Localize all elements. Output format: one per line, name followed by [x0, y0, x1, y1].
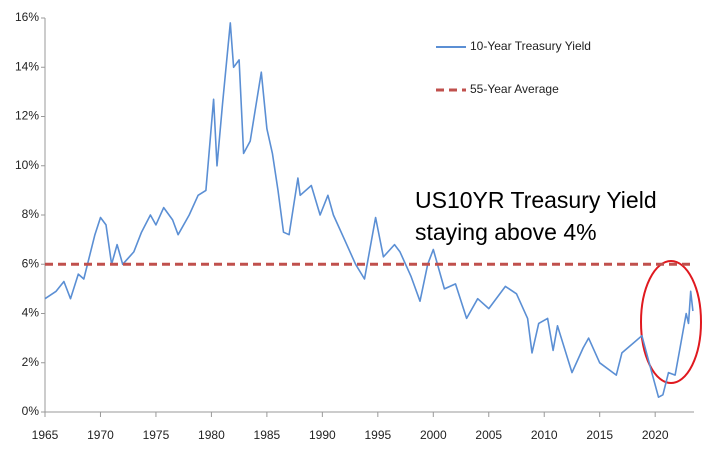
- x-tick-label: 2020: [642, 428, 669, 442]
- y-tick-label: 12%: [15, 109, 39, 123]
- y-tick-label: 2%: [22, 355, 40, 369]
- y-tick-label: 6%: [22, 256, 40, 270]
- annotation: staying above 4%: [415, 219, 597, 245]
- x-tick-label: 1975: [143, 428, 170, 442]
- y-tick-label: 8%: [22, 207, 40, 221]
- x-tick-label: 2010: [531, 428, 558, 442]
- x-tick-label: 2000: [420, 428, 447, 442]
- x-tick-label: 1990: [309, 428, 336, 442]
- x-tick-label: 2005: [475, 428, 502, 442]
- x-tick-label: 1970: [87, 428, 114, 442]
- y-tick-label: 14%: [15, 59, 39, 73]
- annotation: US10YR Treasury Yield: [415, 187, 657, 213]
- x-tick-label: 1995: [364, 428, 391, 442]
- legend-label: 55-Year Average: [470, 82, 559, 96]
- x-tick-label: 1980: [198, 428, 225, 442]
- x-tick-label: 1965: [32, 428, 59, 442]
- highlight-circle: [640, 260, 702, 384]
- series-line: [44, 22, 694, 398]
- y-tick-label: 10%: [15, 158, 39, 172]
- y-tick-label: 4%: [22, 306, 40, 320]
- x-tick-label: 1985: [254, 428, 281, 442]
- x-tick-label: 2015: [586, 428, 613, 442]
- y-tick-label: 0%: [22, 404, 40, 418]
- y-tick-label: 16%: [15, 10, 39, 24]
- legend-label: 10-Year Treasury Yield: [470, 39, 591, 53]
